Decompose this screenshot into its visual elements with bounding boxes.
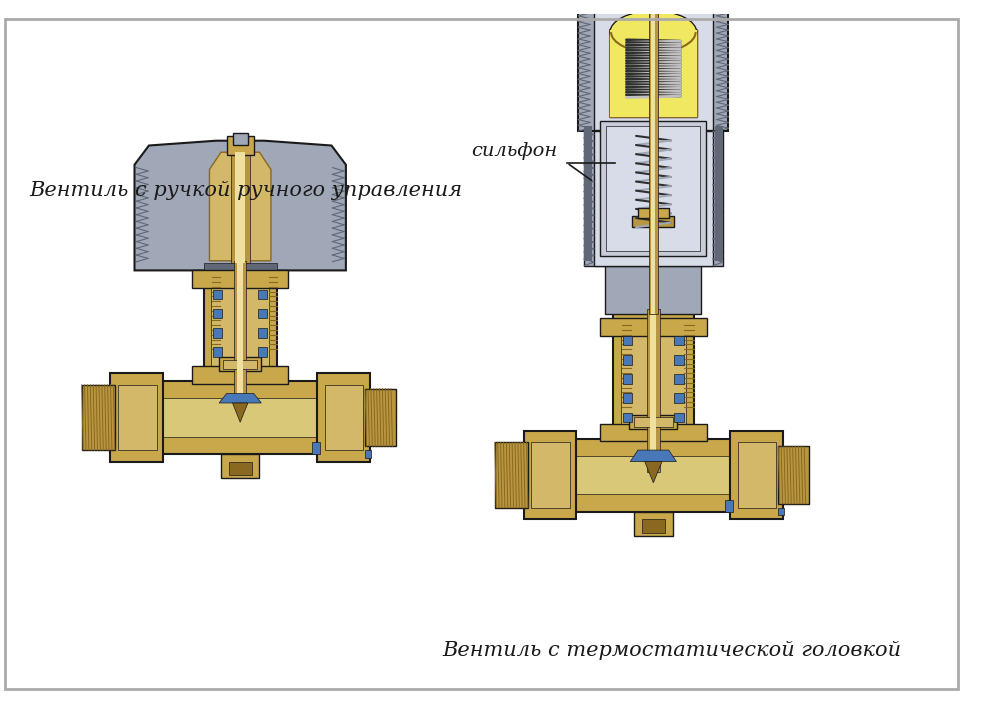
Bar <box>605 261 701 314</box>
Ellipse shape <box>578 0 728 25</box>
Bar <box>110 373 163 462</box>
Bar <box>620 324 686 431</box>
Bar <box>203 266 277 381</box>
Bar <box>82 384 115 450</box>
Bar <box>213 309 222 319</box>
Bar <box>235 152 245 263</box>
Bar <box>737 442 777 508</box>
Bar <box>634 418 672 427</box>
Bar <box>622 394 632 403</box>
Bar <box>674 394 684 403</box>
Bar <box>725 500 733 512</box>
Bar <box>213 328 222 338</box>
Bar <box>730 431 783 519</box>
Text: сильфон: сильфон <box>471 142 557 160</box>
Ellipse shape <box>588 0 718 16</box>
Bar <box>228 462 252 475</box>
Bar <box>600 122 706 256</box>
Bar <box>139 381 341 454</box>
Bar <box>610 30 696 117</box>
Bar <box>237 261 243 405</box>
Polygon shape <box>209 152 271 261</box>
Bar <box>599 319 707 336</box>
Bar <box>779 508 784 515</box>
Bar <box>674 355 684 365</box>
Bar <box>779 446 809 504</box>
Bar <box>646 309 660 472</box>
Bar <box>584 126 722 266</box>
Bar <box>118 384 156 450</box>
Bar <box>622 413 632 422</box>
Bar <box>365 389 396 446</box>
Bar <box>650 309 656 472</box>
Polygon shape <box>219 394 262 403</box>
Bar <box>552 456 755 494</box>
Bar <box>213 290 222 299</box>
Bar <box>221 454 260 478</box>
Bar <box>638 208 668 217</box>
Bar <box>234 261 245 405</box>
Bar <box>139 398 341 437</box>
Bar <box>642 519 665 532</box>
Bar <box>552 438 755 512</box>
Bar <box>495 442 528 508</box>
Bar <box>606 126 700 251</box>
Bar <box>524 431 576 519</box>
Bar <box>230 152 249 263</box>
Bar <box>259 309 268 319</box>
Text: Вентиль с термостатической головкой: Вентиль с термостатической головкой <box>442 641 901 660</box>
Bar <box>192 270 289 287</box>
Bar <box>365 450 371 458</box>
Polygon shape <box>630 450 676 462</box>
Bar <box>674 413 684 422</box>
Bar <box>232 133 247 144</box>
Bar <box>584 126 592 261</box>
Polygon shape <box>134 141 346 270</box>
Bar <box>259 328 268 338</box>
Bar <box>622 374 632 384</box>
Bar <box>599 424 707 441</box>
Bar <box>632 216 674 227</box>
Bar <box>531 442 570 508</box>
Text: Вентиль с ручкой ручного управления: Вентиль с ручкой ручного управления <box>29 181 462 200</box>
Bar <box>203 263 277 274</box>
Bar <box>594 0 712 130</box>
Bar <box>651 11 655 314</box>
Bar <box>259 348 268 357</box>
Bar <box>317 373 370 462</box>
Bar <box>674 374 684 384</box>
Bar <box>714 126 722 261</box>
Bar <box>648 11 658 314</box>
Bar <box>211 275 269 373</box>
Bar <box>613 314 693 438</box>
Ellipse shape <box>611 12 695 52</box>
Bar <box>610 30 696 117</box>
Bar <box>219 357 262 371</box>
Ellipse shape <box>610 11 696 53</box>
Bar <box>192 367 289 384</box>
Polygon shape <box>644 462 662 483</box>
Bar <box>594 131 712 266</box>
Bar <box>226 136 254 155</box>
Bar <box>578 0 728 131</box>
Bar <box>622 355 632 365</box>
Bar <box>213 348 222 357</box>
Bar <box>629 414 677 429</box>
Bar <box>259 290 268 299</box>
Bar <box>313 442 320 454</box>
Bar <box>674 336 684 346</box>
Polygon shape <box>232 403 247 422</box>
Bar <box>222 360 258 370</box>
Bar <box>610 30 696 117</box>
Bar <box>325 384 363 450</box>
Bar <box>634 512 672 535</box>
Bar <box>622 336 632 346</box>
